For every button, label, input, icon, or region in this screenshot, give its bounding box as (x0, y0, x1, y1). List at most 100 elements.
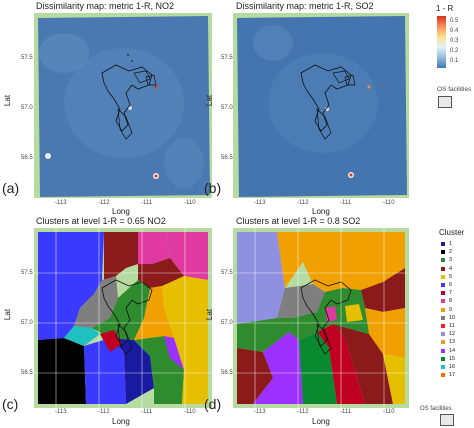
cluster-legend-label: 4 (449, 265, 453, 272)
facilities-legend-swatch-top (438, 96, 452, 108)
cluster-legend-swatch (441, 332, 445, 337)
colorbar-tick-1: 0.5 (450, 18, 459, 24)
panel-d-xtick-4: -110 (383, 409, 395, 415)
cluster-legend-item: 15 (441, 355, 471, 363)
cluster-legend-swatch (441, 340, 445, 345)
cluster-legend-swatch (441, 258, 445, 263)
cluster-legend-item: 8 (441, 297, 471, 305)
panel-b-xlabel: Long (312, 207, 330, 216)
panel-a-ytick-2: 57.0 (21, 105, 33, 111)
cluster-legend-swatch (441, 356, 445, 361)
cluster-legend-label: 16 (449, 364, 456, 370)
panel-d-xtick-1: -113 (254, 409, 266, 415)
cluster-legend-item: 14 (441, 347, 471, 355)
cluster-legend: 1 2 3 4 5 6 7 8 9 10 11 12 13 14 15 16 17 (441, 240, 471, 380)
colorbar (437, 16, 446, 68)
panel-d-xlabel: Long (312, 417, 330, 426)
cluster-legend-item: 9 (441, 306, 471, 314)
cluster-legend-item: 13 (441, 338, 471, 346)
facilities-legend-swatch-bottom (440, 414, 454, 426)
panel-b-xtick-2: -112 (297, 200, 309, 206)
panel-b-ytick-3: 56.5 (221, 155, 233, 161)
panel-d-ylabel: Lat (205, 308, 215, 321)
panel-c-title: Clusters at level 1-R = 0.65 NO2 (36, 216, 166, 226)
panel-d-xtick-2: -112 (297, 409, 309, 415)
panel-c-ytick-3: 56.5 (21, 370, 33, 376)
panel-c-ytick-1: 57.5 (21, 270, 33, 276)
cluster-legend-label: 5 (449, 273, 453, 280)
panel-a-label: (a) (2, 180, 20, 196)
cluster-legend-swatch (441, 373, 445, 378)
facilities-legend-label-bottom: OS facilities (420, 406, 452, 412)
panel-c-xtick-2: -112 (98, 409, 110, 415)
panel-d-xtick-3: -111 (340, 409, 352, 415)
panel-b-ytick-2: 57.0 (221, 105, 233, 111)
cluster-legend-label: 17 (449, 372, 456, 379)
panel-c-xtick-1: -113 (55, 409, 67, 415)
panel-c-xlabel: Long (112, 417, 130, 426)
panel-a-map (34, 13, 212, 198)
cluster-legend-swatch (441, 299, 445, 304)
panel-a-xtick-4: -110 (184, 200, 196, 206)
cluster-legend-label: 1 (449, 241, 453, 247)
cluster-legend-swatch (441, 348, 445, 353)
cluster-legend-item: 4 (441, 265, 471, 273)
panel-d-ytick-2: 57.0 (221, 320, 233, 326)
cluster-legend-item: 11 (441, 322, 471, 330)
cluster-legend-item: 17 (441, 371, 471, 379)
cluster-legend-label: 10 (449, 314, 456, 321)
cluster-legend-label: 9 (449, 306, 453, 313)
colorbar-tick-2: 0.4 (450, 28, 459, 34)
colorbar-tick-5: 0.1 (450, 58, 459, 64)
cluster-legend-swatch (441, 315, 445, 320)
panel-d-ytick-3: 56.5 (221, 370, 233, 376)
cluster-legend-item: 16 (441, 363, 471, 371)
panel-b-label: (b) (204, 180, 222, 196)
cluster-legend-item: 1 (441, 240, 471, 248)
cluster-legend-title: Cluster (439, 228, 465, 237)
colorbar-title: 1 - R (436, 4, 454, 13)
facilities-legend-label-top: OS facilities (437, 86, 472, 93)
panel-b-ylabel: Lat (205, 94, 215, 107)
panel-a-xtick-2: -112 (98, 200, 110, 206)
panel-c-map (34, 228, 212, 408)
panel-b-map (233, 13, 409, 198)
panel-d-map (233, 228, 409, 408)
panel-d-ytick-1: 57.5 (221, 270, 233, 276)
cluster-legend-swatch (441, 324, 445, 328)
dissimilarity-map-so2 (233, 13, 409, 198)
cluster-legend-item: 3 (441, 256, 471, 264)
cluster-legend-label: 6 (449, 282, 453, 288)
panel-a-xtick-1: -113 (55, 200, 67, 206)
cluster-legend-label: 15 (449, 355, 456, 362)
cluster-legend-item: 5 (441, 273, 471, 281)
cluster-legend-label: 12 (449, 331, 456, 338)
panel-d-label: (d) (204, 396, 222, 412)
panel-b-ytick-1: 57.5 (221, 55, 233, 61)
panel-a-ylabel: Lat (3, 94, 13, 107)
cluster-legend-item: 7 (441, 289, 471, 297)
cluster-legend-label: 7 (449, 290, 453, 297)
cluster-map-so2 (233, 228, 409, 408)
panel-c-xtick-4: -110 (184, 409, 196, 415)
colorbar-tick-4: 0.2 (450, 48, 459, 54)
panel-b-title: Dissimilarity map: metric 1-R, SO2 (236, 1, 374, 11)
dissimilarity-map-no2 (34, 13, 212, 198)
cluster-legend-item: 10 (441, 314, 471, 322)
colorbar-tick-3: 0.3 (450, 38, 459, 44)
panel-c-label: (c) (2, 396, 19, 412)
cluster-legend-item: 12 (441, 330, 471, 338)
panel-a-ytick-3: 56.5 (21, 155, 33, 161)
panel-c-xtick-3: -111 (141, 409, 153, 415)
cluster-legend-swatch (441, 250, 445, 255)
panel-c-ytick-2: 57.0 (21, 320, 33, 326)
cluster-legend-item: 2 (441, 248, 471, 256)
cluster-legend-swatch (441, 274, 445, 279)
cluster-legend-label: 13 (449, 339, 456, 346)
cluster-map-no2 (34, 228, 212, 408)
cluster-legend-item: 6 (441, 281, 471, 289)
panel-c-ylabel: Lat (3, 308, 13, 321)
panel-a-xtick-3: -111 (141, 200, 153, 206)
cluster-legend-swatch (441, 266, 445, 271)
panel-b-xtick-3: -111 (340, 200, 352, 206)
